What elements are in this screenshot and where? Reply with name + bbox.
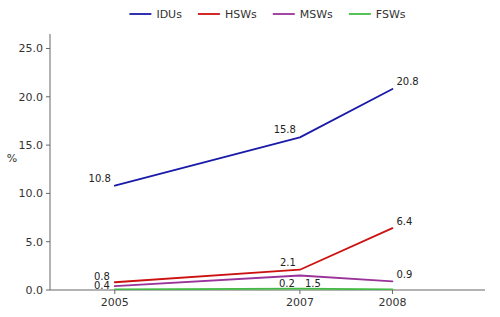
legend-label: IDUs	[156, 8, 182, 21]
data-label: 20.8	[396, 76, 418, 87]
y-tick	[46, 193, 50, 194]
y-tick-label: 15.0	[19, 139, 44, 152]
legend-swatch	[198, 13, 220, 15]
legend-label: MSWs	[300, 8, 333, 21]
series-line	[115, 276, 393, 287]
y-tick-label: 20.0	[19, 91, 44, 104]
data-label: 15.8	[274, 124, 296, 135]
y-axis-label: %	[7, 152, 17, 165]
y-tick	[46, 145, 50, 146]
data-label: 0.4	[94, 280, 110, 291]
legend-swatch	[129, 13, 151, 15]
series-line	[115, 288, 393, 290]
y-tick-label: 0.0	[26, 284, 44, 297]
chart: 0.0 5.0 10.0 15.0 20.0 25.0 2005 2007 2008% 10.8 1…	[0, 0, 500, 317]
data-label: 0.2	[279, 278, 295, 289]
x-tick-label: 2007	[286, 296, 314, 309]
plot-lines	[115, 89, 393, 289]
y-tick-label: 5.0	[26, 236, 44, 249]
y-tick	[46, 48, 50, 49]
x-tick	[114, 290, 115, 294]
y-tick	[46, 96, 50, 97]
data-label: 2.1	[280, 257, 296, 268]
legend-swatch	[349, 13, 371, 15]
y-tick-label: 10.0	[19, 187, 44, 200]
x-tick	[392, 290, 393, 294]
x-tick-label: 2005	[101, 296, 129, 309]
background	[0, 0, 500, 317]
legend-label: FSWs	[376, 8, 406, 21]
y-tick-label: 25.0	[19, 42, 44, 55]
data-label: 0.9	[396, 269, 412, 280]
data-label: 1.5	[305, 278, 321, 289]
x-axis-line	[50, 290, 485, 291]
legend-swatch	[273, 13, 295, 15]
series-line	[115, 228, 393, 282]
data-label: 10.8	[89, 173, 111, 184]
x-tick	[299, 290, 300, 294]
y-tick	[46, 241, 50, 242]
x-tick-label: 2008	[378, 296, 406, 309]
series-line	[115, 89, 393, 186]
y-tick	[46, 290, 50, 291]
legend-label: HSWs	[225, 8, 257, 21]
y-axis-line	[50, 34, 51, 290]
data-label: 6.4	[396, 216, 412, 227]
legend: IDUs HSWs MSWs FSWs	[129, 8, 405, 21]
